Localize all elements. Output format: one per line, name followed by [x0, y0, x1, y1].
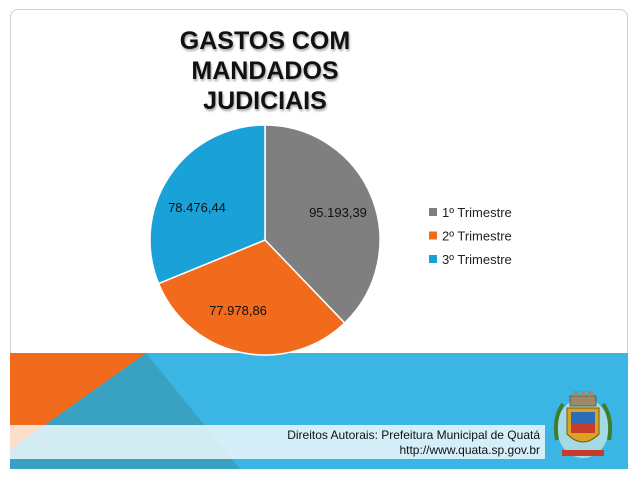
chart-legend: 1º Trimestre 2º Trimestre 3º Trimestre	[429, 205, 512, 267]
pie-slice-3	[149, 124, 266, 285]
chart-title: GASTOS COM MANDADOS JUDICIAIS	[110, 26, 420, 116]
legend-label-3: 3º Trimestre	[442, 252, 512, 267]
footer-strip	[10, 425, 545, 459]
website-url: http://www.quata.sp.gov.br	[399, 443, 540, 457]
legend-swatch-1	[429, 208, 437, 216]
legend-label-1: 1º Trimestre	[442, 205, 512, 220]
pie-data-label-1: 95.193,39	[309, 205, 367, 220]
pie-slice-1	[264, 124, 381, 325]
legend-label-2: 2º Trimestre	[442, 229, 512, 244]
pie-slice-2	[157, 239, 346, 356]
legend-swatch-2	[429, 231, 437, 240]
pie-data-label-3: 78.476,44	[168, 200, 226, 215]
pie-chart: 95.193,39 77.978,86 78.476,44	[149, 124, 381, 356]
legend-swatch-3	[429, 255, 437, 263]
copyright-text: Direitos Autorais: Prefeitura Municipal …	[287, 428, 540, 442]
pie-data-label-2: 77.978,86	[209, 303, 267, 318]
chart-title-line-2: JUDICIAIS	[203, 87, 327, 115]
decorative-band	[10, 353, 628, 469]
chart-title-line-1: GASTOS COM MANDADOS	[179, 27, 351, 85]
coat-of-arms-icon	[553, 391, 613, 458]
footer-credits: Direitos Autorais: Prefeitura Municipal …	[287, 428, 540, 458]
